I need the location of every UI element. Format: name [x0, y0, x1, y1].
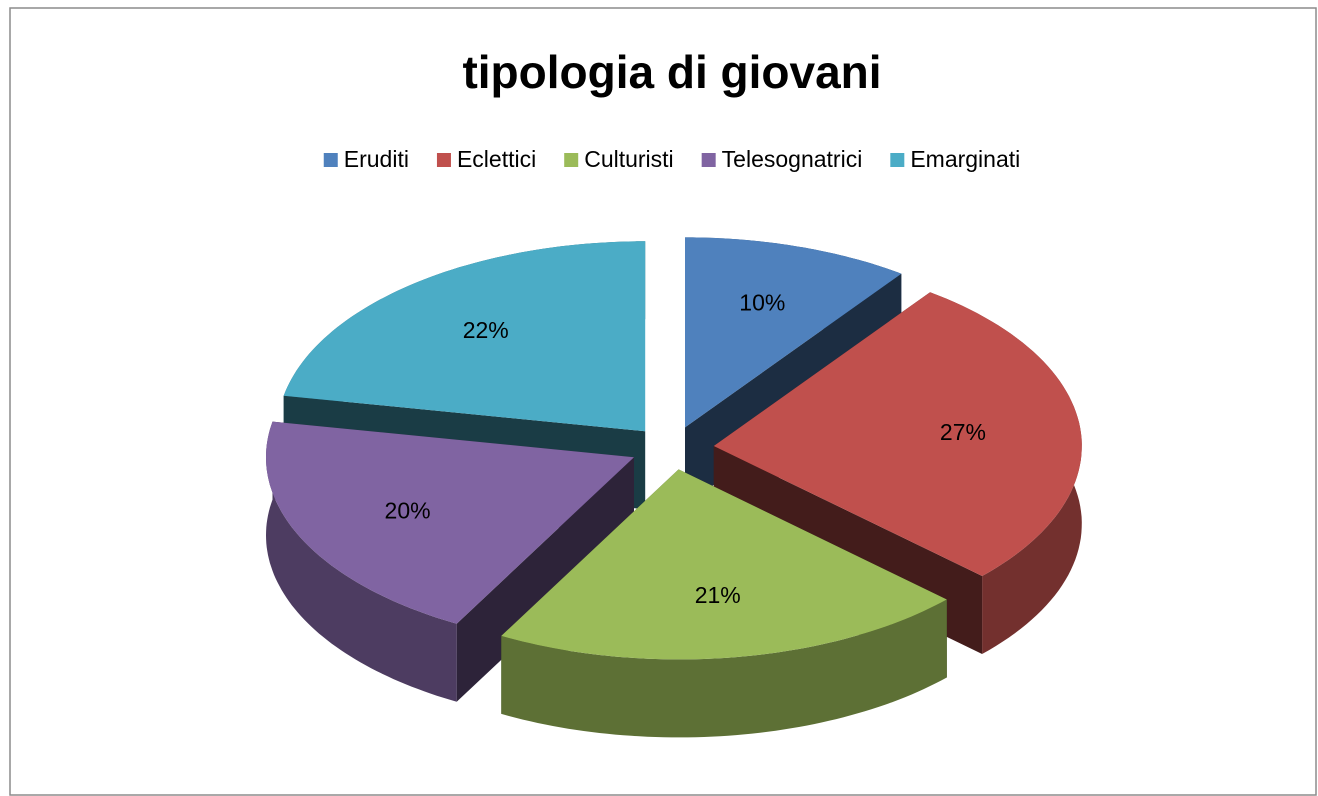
slice-side — [266, 421, 457, 702]
legend-swatch — [564, 153, 579, 167]
legend-swatch — [701, 153, 716, 167]
slice — [713, 292, 1082, 576]
legend-label: Emarginati — [910, 146, 1020, 172]
data-label: 27% — [940, 419, 986, 445]
legend-swatch — [890, 153, 905, 167]
legend: Eruditi Eclettici Culturisti Telesognatrici… — [323, 146, 1020, 172]
legend-label: Culturisti — [584, 146, 673, 172]
slice — [266, 421, 634, 624]
data-label: 10% — [739, 290, 785, 316]
slice — [501, 469, 947, 660]
slice — [685, 237, 902, 428]
legend-swatch — [436, 153, 451, 167]
chart-title: tipologia di giovani — [462, 46, 881, 98]
data-labels: 10% 27% 21% 20% 22% — [385, 290, 986, 609]
slice-side — [456, 457, 634, 702]
legend-label: Telesognatrici — [722, 146, 863, 172]
slice-side — [501, 599, 947, 738]
legend-label: Eclettici — [457, 146, 536, 172]
data-label: 22% — [463, 317, 509, 343]
slice-tops — [266, 237, 1082, 660]
legend-swatch — [323, 153, 338, 167]
slice — [283, 241, 646, 432]
legend-label: Eruditi — [344, 146, 409, 172]
data-label: 20% — [385, 497, 431, 523]
data-label: 21% — [695, 582, 741, 608]
